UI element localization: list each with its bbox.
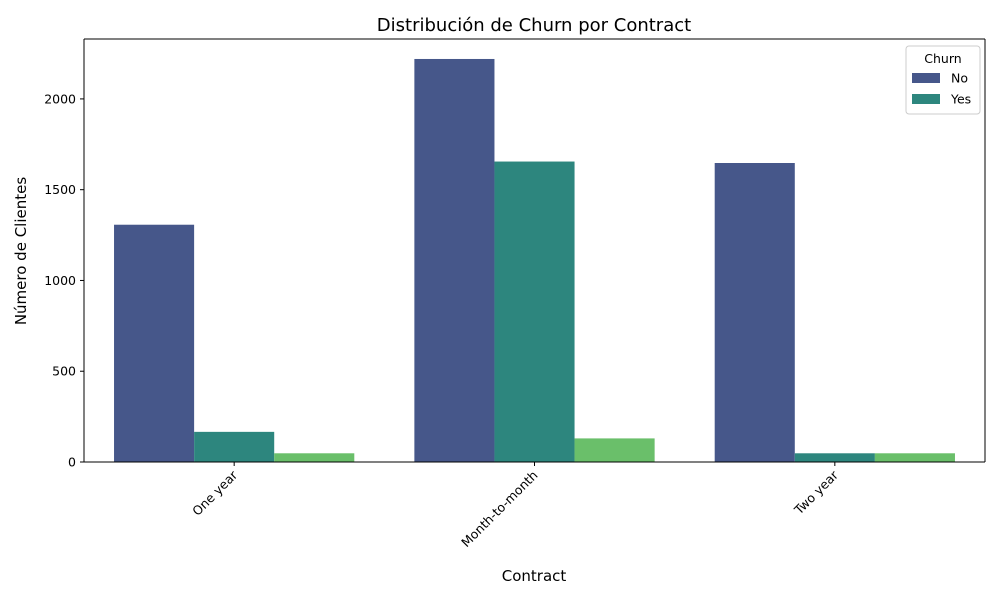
bar-series-0-one-year <box>114 224 195 462</box>
x-tick-label: One year <box>189 467 241 519</box>
legend: Churn No Yes <box>905 45 981 115</box>
legend-swatch-no <box>912 73 940 83</box>
x-tick-label: Two year <box>791 467 842 518</box>
bars-layer <box>114 58 955 463</box>
legend-swatch-yes <box>912 94 940 104</box>
y-axis-label: Número de Clientes <box>12 177 30 326</box>
x-axis-label: Contract <box>502 567 567 585</box>
chart-title: Distribución de Churn por Contract <box>377 15 691 36</box>
y-tick-label: 0 <box>68 455 76 470</box>
bar-series-1-two-year <box>794 453 875 462</box>
bar-series-1-month-to-month <box>494 161 575 463</box>
y-tick-label: 1500 <box>44 182 76 197</box>
bar-series-1-one-year <box>194 431 275 462</box>
bar-series-0-month-to-month <box>414 58 495 462</box>
y-tick-label: 1000 <box>44 273 76 288</box>
bar-series-2-two-year <box>874 453 955 462</box>
bar-series-2-month-to-month <box>574 438 655 462</box>
x-tick-label: Month-to-month <box>458 468 540 550</box>
legend-label-yes: Yes <box>950 92 971 107</box>
legend-label-no: No <box>951 71 968 86</box>
bar-series-2-one-year <box>274 453 355 462</box>
y-tick-label: 500 <box>52 364 76 379</box>
bar-series-0-two-year <box>714 163 795 462</box>
y-tick-label: 2000 <box>44 91 76 106</box>
legend-title: Churn <box>924 51 961 66</box>
